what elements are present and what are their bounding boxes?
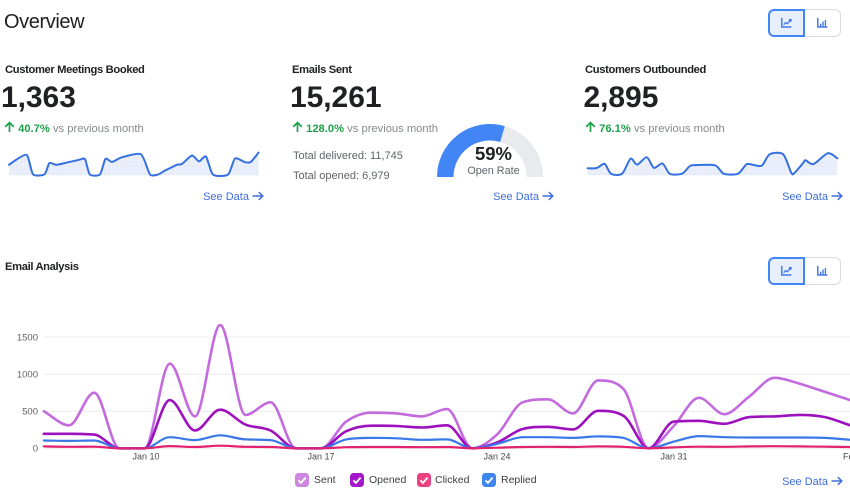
svg-text:500: 500	[22, 407, 38, 418]
svg-text:Jan 31: Jan 31	[660, 452, 687, 462]
svg-text:Jan 24: Jan 24	[483, 452, 510, 462]
svg-text:0: 0	[33, 444, 38, 455]
svg-text:Jan 17: Jan 17	[307, 452, 334, 462]
svg-text:1000: 1000	[17, 369, 38, 380]
svg-text:1500: 1500	[17, 332, 38, 343]
svg-text:Jan 10: Jan 10	[132, 452, 159, 462]
svg-text:Feb 7: Feb 7	[843, 452, 850, 462]
